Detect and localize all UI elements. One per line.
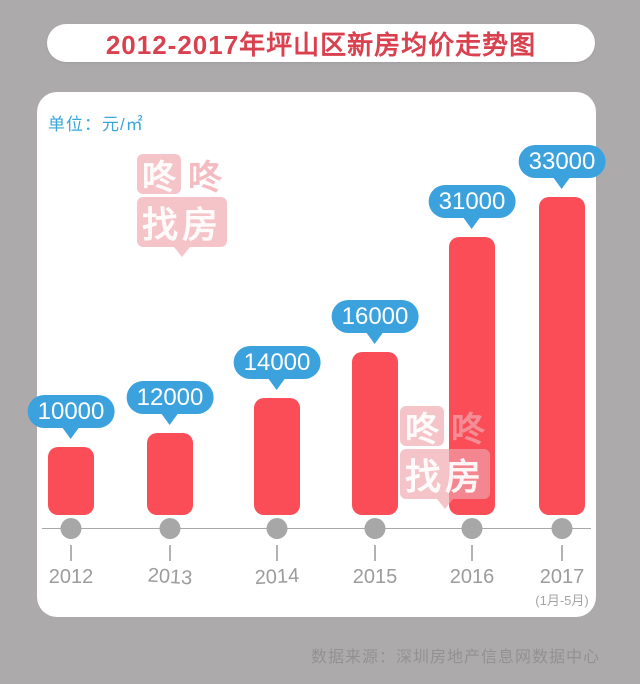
watermark-logo: 咚 咚 找房 bbox=[400, 406, 490, 509]
watermark-bubble: 找房 bbox=[400, 449, 490, 509]
chart-card: 单位：元/㎡ 10000 2012 12000 2013 14000 bbox=[27, 92, 606, 617]
bubble-tail-icon bbox=[63, 428, 79, 439]
data-source-text: 数据来源：深圳房地产信息网数据中心 bbox=[310, 649, 600, 666]
title-banner: 2012-2017年坪山区新房均价走势图 bbox=[47, 24, 595, 62]
axis-dot-icon bbox=[60, 518, 82, 539]
value-bubble: 10000 bbox=[27, 395, 115, 439]
watermark-bubble: 找房 bbox=[137, 197, 227, 257]
watermark-char-tile: 咚 bbox=[400, 406, 444, 449]
year-note: (1月-5月) bbox=[535, 593, 589, 608]
unit-label: 单位：元/㎡ bbox=[48, 115, 144, 134]
watermark-bubble-text: 找房 bbox=[141, 204, 222, 245]
bubble-tail-icon bbox=[554, 178, 570, 189]
year-label: 2015 bbox=[352, 566, 398, 588]
watermark-row-top: 咚 咚 bbox=[137, 154, 227, 197]
bar-column: 33000 2017 (1月-5月) bbox=[513, 92, 611, 617]
value-bubble: 14000 bbox=[233, 346, 321, 390]
watermark-char-tile: 咚 bbox=[137, 154, 181, 197]
value-label: 10000 bbox=[37, 398, 105, 425]
watermark-row-top: 咚 咚 bbox=[400, 406, 490, 449]
value-bubble: 16000 bbox=[331, 300, 419, 344]
bubble-tail-icon bbox=[162, 414, 178, 425]
value-label: 33000 bbox=[528, 148, 596, 175]
axis-dot-icon bbox=[461, 518, 483, 539]
axis-tick bbox=[374, 545, 376, 561]
year-label: 2016 bbox=[449, 566, 495, 588]
year-label: 2013 bbox=[147, 564, 193, 590]
year-label: 2012 bbox=[48, 566, 94, 588]
watermark-bubble-tail-icon bbox=[174, 247, 190, 257]
value-label: 14000 bbox=[243, 349, 311, 376]
year-label: 2017 bbox=[539, 566, 585, 588]
value-label: 16000 bbox=[341, 303, 409, 330]
bubble-tail-icon bbox=[269, 379, 285, 390]
axis-dot-icon bbox=[159, 518, 181, 539]
bar-column: 12000 2013 bbox=[121, 92, 219, 617]
axis-dot-icon bbox=[551, 518, 573, 539]
bar bbox=[539, 197, 585, 515]
bar bbox=[352, 352, 398, 515]
bubble-tail-icon bbox=[464, 218, 480, 229]
axis-tick bbox=[169, 545, 171, 561]
axis-tick bbox=[561, 545, 563, 561]
watermark-bubble-text: 找房 bbox=[404, 456, 485, 497]
bar-column: 14000 2014 bbox=[228, 92, 326, 617]
axis-tick bbox=[70, 545, 72, 561]
watermark-logo: 咚 咚 找房 bbox=[137, 154, 227, 257]
axis-dot-icon bbox=[364, 518, 386, 539]
bar bbox=[48, 447, 94, 515]
value-label: 31000 bbox=[438, 188, 506, 215]
watermark-bubble-tail-icon bbox=[437, 499, 453, 509]
bubble-tail-icon bbox=[367, 333, 383, 344]
x-axis-line bbox=[42, 528, 591, 529]
bar-column: 31000 2016 bbox=[423, 92, 521, 617]
page-title: 2012-2017年坪山区新房均价走势图 bbox=[105, 29, 537, 60]
value-bubble: 31000 bbox=[428, 185, 516, 229]
value-bubble: 33000 bbox=[518, 145, 606, 189]
value-bubble: 12000 bbox=[126, 381, 214, 425]
bar bbox=[254, 398, 300, 515]
chart-area: 10000 2012 12000 2013 14000 2014 16000 bbox=[27, 92, 606, 617]
watermark-char-outline: 咚 bbox=[451, 410, 485, 449]
axis-tick bbox=[471, 545, 473, 561]
watermark-char-outline: 咚 bbox=[188, 158, 222, 197]
bar bbox=[147, 433, 193, 515]
axis-dot-icon bbox=[266, 518, 288, 539]
value-label: 12000 bbox=[136, 384, 204, 411]
bar-column: 10000 2012 bbox=[22, 92, 120, 617]
axis-tick bbox=[276, 545, 278, 561]
bar-column: 16000 2015 bbox=[326, 92, 424, 617]
year-label: 2014 bbox=[254, 564, 300, 590]
